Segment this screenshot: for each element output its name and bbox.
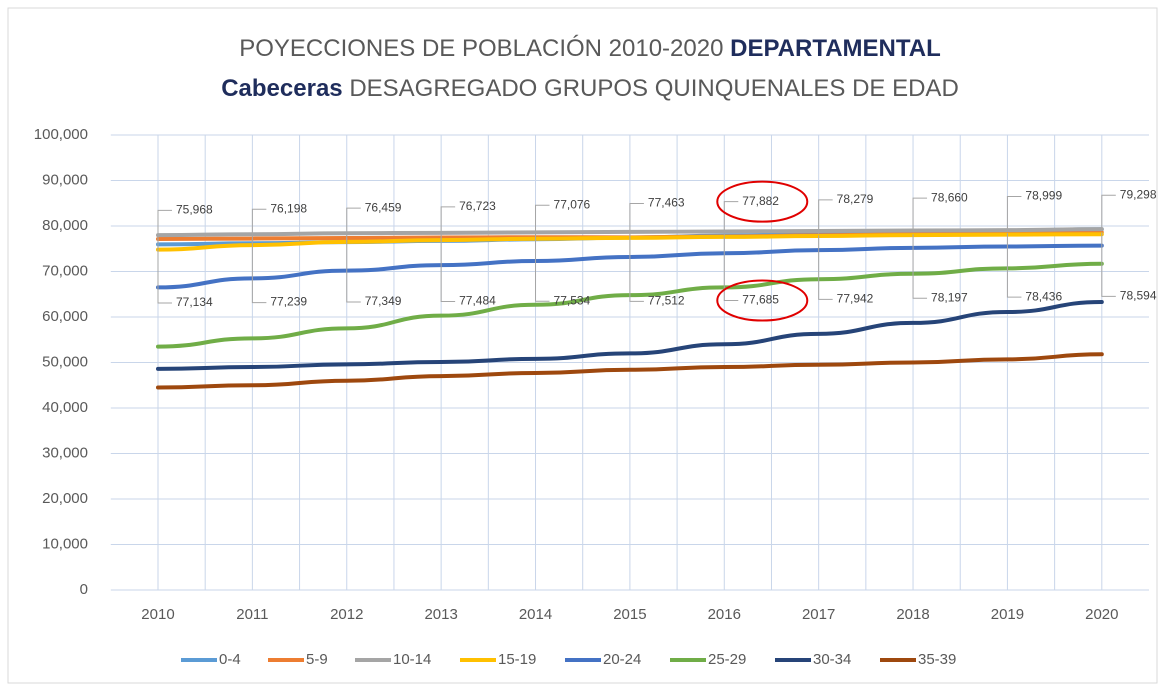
highlight-circle — [716, 279, 809, 322]
leader-line — [157, 209, 172, 245]
data-label: 78,999 — [1025, 189, 1062, 203]
chart-title-line1: POYECCIONES DE POBLACIÓN 2010-2020 DEPAR… — [239, 35, 941, 62]
data-label: 78,660 — [931, 190, 968, 204]
y-tick-label: 100,000 — [34, 126, 88, 143]
legend-label: 10-14 — [393, 651, 431, 668]
data-label: 77,239 — [270, 295, 307, 309]
title-part: DESAGREGADO GRUPOS QUINQUENALES DE EDAD — [349, 75, 958, 102]
leader-line — [1101, 194, 1116, 230]
chart-title-line2: Cabeceras DESAGREGADO GRUPOS QUINQUENALE… — [221, 75, 959, 102]
title-part: POYECCIONES DE POBLACIÓN 2010-2020 — [239, 35, 723, 62]
x-tick-label: 2010 — [141, 606, 174, 623]
legend-label: 35-39 — [918, 651, 956, 668]
legend-label: 0-4 — [219, 651, 241, 668]
legend-label: 30-34 — [813, 651, 851, 668]
data-label: 77,534 — [554, 293, 591, 307]
data-label: 77,463 — [648, 196, 685, 210]
y-tick-label: 90,000 — [42, 171, 88, 188]
data-label: 77,882 — [742, 194, 779, 208]
legend-label: 15-19 — [498, 651, 536, 668]
leader-line — [629, 203, 644, 238]
leader-line — [912, 234, 928, 299]
data-label: 77,349 — [365, 294, 402, 308]
title-part: Cabeceras — [221, 75, 342, 102]
leader-line — [440, 206, 456, 241]
leader-line — [629, 237, 644, 302]
data-label: 76,723 — [459, 199, 496, 213]
x-tick-label: 2020 — [1085, 606, 1118, 623]
leader-line — [346, 207, 361, 243]
data-label: 76,459 — [365, 200, 402, 214]
leader-line — [818, 199, 833, 234]
legend-label: 5-9 — [306, 651, 328, 668]
data-label: 78,594 — [1120, 289, 1157, 303]
data-label: 77,942 — [837, 292, 874, 306]
leader-line — [1101, 232, 1116, 297]
data-label: 77,076 — [554, 197, 591, 211]
y-tick-label: 70,000 — [42, 262, 88, 279]
leader-line — [818, 235, 833, 300]
data-label: 77,685 — [742, 293, 779, 307]
y-tick-label: 50,000 — [42, 353, 88, 370]
series-line — [155, 261, 1104, 349]
y-tick-label: 80,000 — [42, 217, 88, 234]
highlight-circle — [716, 180, 809, 223]
x-tick-label: 2017 — [802, 606, 835, 623]
leader-line — [912, 197, 928, 233]
y-tick-label: 0 — [80, 581, 88, 598]
y-tick-label: 10,000 — [42, 535, 88, 552]
leader-line — [440, 237, 456, 302]
y-tick-label: 40,000 — [42, 399, 88, 416]
y-tick-label: 60,000 — [42, 308, 88, 325]
data-label: 76,198 — [270, 201, 307, 215]
data-label: 77,134 — [176, 295, 213, 309]
x-tick-label: 2011 — [236, 606, 268, 623]
leader-line — [251, 238, 267, 304]
y-tick-label: 30,000 — [42, 444, 88, 461]
leader-line — [251, 208, 267, 244]
legend-label: 25-29 — [708, 651, 746, 668]
leader-line — [1006, 196, 1022, 231]
leader-line — [535, 204, 550, 240]
leader-line — [1006, 233, 1022, 298]
leader-line — [535, 237, 550, 302]
x-tick-label: 2015 — [613, 606, 646, 623]
x-tick-label: 2016 — [708, 606, 741, 623]
data-label: 78,197 — [931, 290, 968, 304]
data-label: 75,968 — [176, 203, 213, 217]
series-line — [155, 299, 1104, 371]
x-tick-label: 2012 — [330, 606, 363, 623]
series-line — [155, 352, 1104, 390]
leader-line — [723, 201, 739, 236]
x-tick-label: 2019 — [991, 606, 1024, 623]
x-tick-label: 2014 — [519, 606, 552, 623]
data-label: 78,436 — [1025, 289, 1062, 303]
data-label: 77,512 — [648, 293, 685, 307]
x-tick-label: 2013 — [424, 606, 457, 623]
title-part: DEPARTAMENTAL — [730, 35, 941, 62]
leader-line — [346, 238, 361, 303]
y-tick-label: 20,000 — [42, 490, 88, 507]
legend-label: 20-24 — [603, 651, 641, 668]
data-label: 79,298 — [1120, 187, 1157, 201]
data-label: 78,279 — [837, 192, 874, 206]
leader-line — [157, 239, 172, 304]
data-label: 77,484 — [459, 294, 496, 308]
leader-line — [723, 236, 739, 302]
x-tick-label: 2018 — [896, 606, 929, 623]
